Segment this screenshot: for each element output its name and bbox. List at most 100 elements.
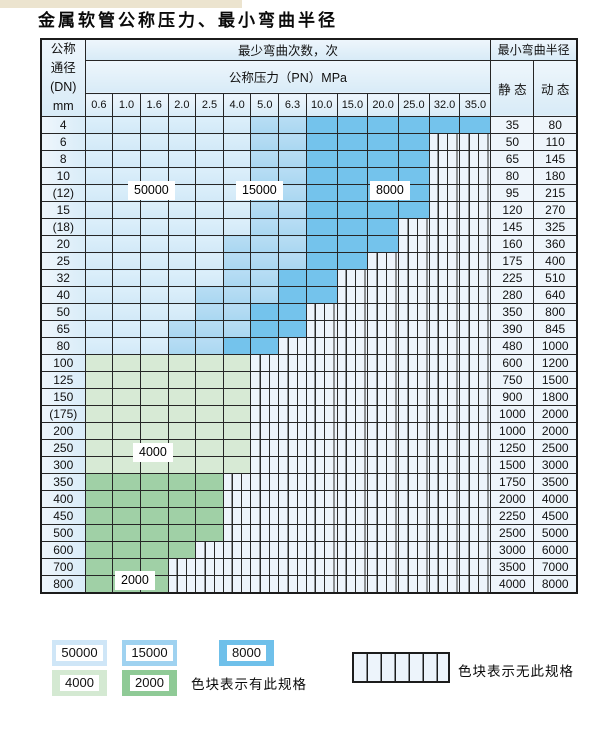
spec-cell <box>459 269 492 287</box>
spec-cell <box>84 507 114 525</box>
spec-cell <box>305 184 338 202</box>
legend-swatch-label: 8000 <box>227 645 266 661</box>
dynamic-cell: 110 <box>533 133 578 151</box>
spec-cell <box>428 252 461 270</box>
spec-cell <box>222 133 252 151</box>
dn-cell: (175) <box>40 405 86 423</box>
spec-cell <box>195 575 224 593</box>
spec-cell <box>305 388 338 406</box>
spec-cell <box>367 269 399 287</box>
spec-cell <box>305 303 338 321</box>
spec-cell <box>250 337 280 355</box>
spec-cell <box>278 473 307 491</box>
spec-cell <box>367 167 399 185</box>
spec-cell <box>336 439 369 457</box>
spec-cell <box>459 320 492 338</box>
spec-cell <box>84 167 114 185</box>
spec-cell <box>459 252 492 270</box>
spec-cell <box>250 524 280 542</box>
spec-cell <box>398 133 430 151</box>
table-row: 125 750 1500 <box>40 371 578 389</box>
spec-cell <box>112 235 141 253</box>
spec-cell <box>139 388 169 406</box>
dynamic-cell: 800 <box>533 303 578 321</box>
dynamic-cell: 5000 <box>533 524 578 542</box>
spec-cell <box>195 388 224 406</box>
spec-cell <box>459 507 492 525</box>
static-cell: 65 <box>490 150 535 168</box>
table-row: 15 120 270 <box>40 201 578 219</box>
spec-cell <box>367 456 399 474</box>
spec-cell <box>305 286 338 304</box>
spec-cell <box>195 354 224 372</box>
spec-cell <box>84 201 114 219</box>
spec-cell <box>336 507 369 525</box>
table-row: 10 80 180 <box>40 167 578 185</box>
spec-cell <box>336 575 369 593</box>
dynamic-cell: 325 <box>533 218 578 236</box>
table-row: 32 225 510 <box>40 269 578 287</box>
dn-cell: 300 <box>40 456 86 474</box>
spec-cell <box>428 116 461 134</box>
pressure-col-header: 35.0 <box>459 93 492 117</box>
static-cell: 1750 <box>490 473 535 491</box>
spec-cell <box>278 167 307 185</box>
static-cell: 4000 <box>490 575 535 593</box>
spec-cell <box>84 133 114 151</box>
table-row: 450 2250 4500 <box>40 507 578 525</box>
spec-cell <box>398 507 430 525</box>
table-row: 200 1000 2000 <box>40 422 578 440</box>
dn-cell: 25 <box>40 252 86 270</box>
spec-cell <box>398 116 430 134</box>
spec-cell <box>195 320 224 338</box>
static-cell: 225 <box>490 269 535 287</box>
legend-swatch: 15000 <box>122 640 177 666</box>
spec-cell <box>222 286 252 304</box>
spec-cell <box>167 116 197 134</box>
spec-cell <box>112 473 141 491</box>
spec-cell <box>367 133 399 151</box>
dynamic-cell: 180 <box>533 167 578 185</box>
spec-cell <box>367 252 399 270</box>
spec-cell <box>222 269 252 287</box>
dn-cell: 65 <box>40 320 86 338</box>
bend-cycles-header: 最少弯曲次数，次 <box>84 38 492 61</box>
static-cell: 1000 <box>490 422 535 440</box>
spec-cell <box>459 354 492 372</box>
spec-cell <box>84 558 114 576</box>
spec-cell <box>428 524 461 542</box>
spec-cell <box>278 133 307 151</box>
static-cell: 480 <box>490 337 535 355</box>
static-cell: 900 <box>490 388 535 406</box>
dn-header-line: mm <box>52 99 74 113</box>
spec-cell <box>428 490 461 508</box>
dynamic-cell: 80 <box>533 116 578 134</box>
spec-cell <box>367 405 399 423</box>
spec-cell <box>84 524 114 542</box>
spec-cell <box>84 235 114 253</box>
spec-cell <box>459 167 492 185</box>
spec-cell <box>222 405 252 423</box>
static-header: 静 态 <box>490 59 535 117</box>
spec-cell <box>139 490 169 508</box>
spec-cell <box>367 235 399 253</box>
spec-cell <box>428 184 461 202</box>
spec-cell <box>278 286 307 304</box>
spec-cell <box>398 575 430 593</box>
dn-cell: 500 <box>40 524 86 542</box>
spec-cell <box>139 201 169 219</box>
spec-cell <box>84 218 114 236</box>
spec-cell <box>222 116 252 134</box>
spec-cell <box>336 524 369 542</box>
spec-cell <box>459 558 492 576</box>
table-row: 400 2000 4000 <box>40 490 578 508</box>
spec-cell <box>367 558 399 576</box>
spec-cell <box>167 252 197 270</box>
spec-cell <box>167 388 197 406</box>
spec-cell <box>167 201 197 219</box>
spec-cell <box>195 167 224 185</box>
spec-cell <box>428 354 461 372</box>
spec-cell <box>459 405 492 423</box>
spec-cell <box>428 218 461 236</box>
spec-cell <box>222 439 252 457</box>
